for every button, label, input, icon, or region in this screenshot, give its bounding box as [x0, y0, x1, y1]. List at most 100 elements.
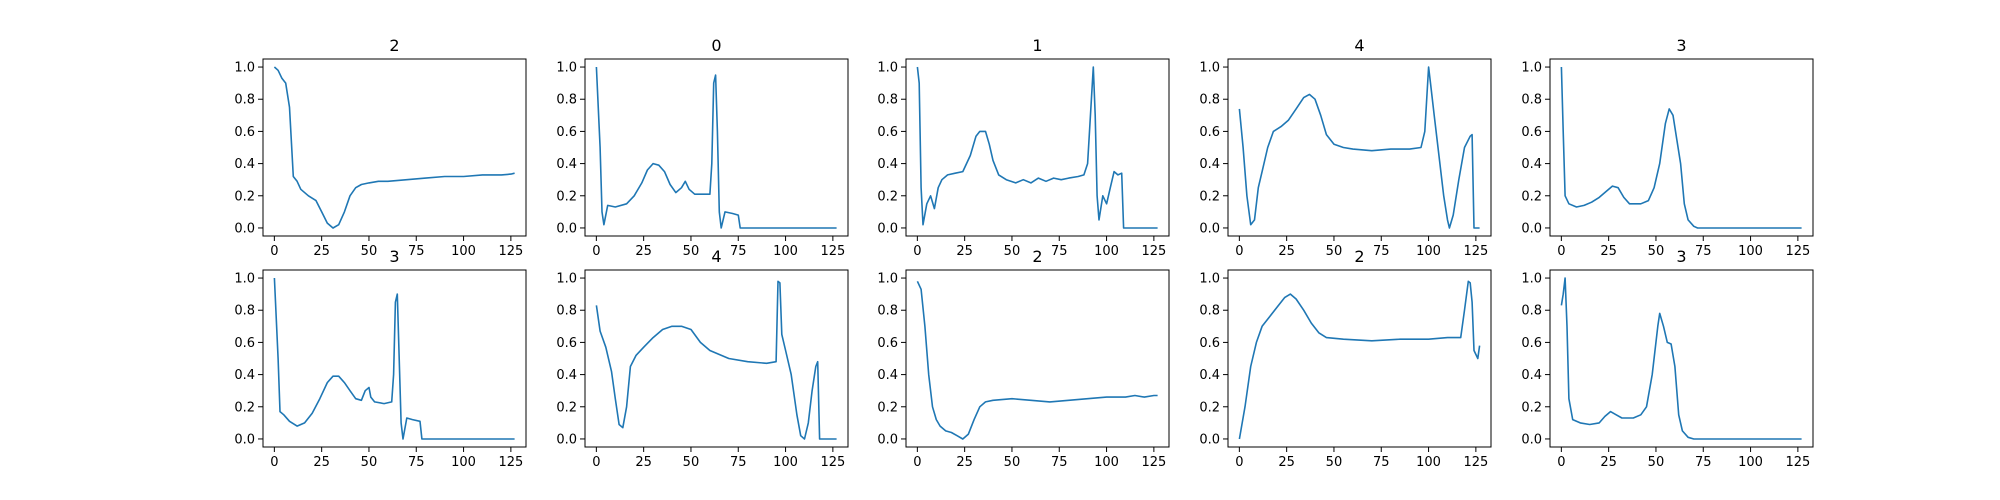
y-tick-label: 0.8: [877, 304, 898, 319]
x-tick-label: 100: [1416, 455, 1441, 470]
y-tick-label: 0.6: [1199, 336, 1220, 351]
subplot-title: 1: [1032, 36, 1042, 55]
y-tick-label: 0.6: [877, 125, 898, 140]
y-tick-label: 0.8: [1199, 304, 1220, 319]
subplot-5: 3 0 25 50 75 100 125 0.0 0.2 0.4 0.6 0.8 1.0: [1521, 36, 1814, 259]
y-tick-label: 0.4: [1199, 157, 1220, 172]
x-tick-label: 25: [956, 244, 973, 259]
subplot-title: 4: [711, 247, 721, 266]
axes-frame: [584, 58, 849, 237]
x-tick-label: 75: [1373, 455, 1390, 470]
y-tick-label: 0.6: [234, 125, 255, 140]
y-tick-label: 0.4: [556, 368, 577, 383]
x-tick-label: 100: [1738, 244, 1763, 259]
x-tick-label: 25: [313, 244, 330, 259]
y-tick-label: 0.2: [1521, 189, 1542, 204]
x-tick-label: 125: [498, 455, 523, 470]
y-tick-label: 0.2: [234, 400, 255, 415]
x-tick-label: 25: [1278, 244, 1295, 259]
x-tick-label: 100: [1738, 455, 1763, 470]
x-tick-label: 25: [635, 455, 652, 470]
y-tick-label: 0.6: [1199, 125, 1220, 140]
axes-frame: [1549, 269, 1814, 448]
x-tick-label: 25: [1600, 244, 1617, 259]
y-tick-label: 0.8: [556, 93, 577, 108]
y-tick-label: 0.8: [1199, 93, 1220, 108]
subplot-6: 3 0 25 50 75 100 125 0.0 0.2 0.4 0.6 0.8 1.0: [234, 247, 527, 470]
series-line: [273, 66, 515, 229]
x-tick-label: 0: [270, 455, 278, 470]
x-tick-label: 0: [592, 455, 600, 470]
x-tick-label: 100: [1416, 244, 1441, 259]
subplot-7: 4 0 25 50 75 100 125 0.0 0.2 0.4 0.6 0.8 1.0: [556, 247, 849, 470]
series-line: [916, 66, 1158, 229]
x-tick-label: 50: [1326, 455, 1343, 470]
y-tick-label: 0.6: [1521, 336, 1542, 351]
y-tick-label: 0.0: [234, 432, 255, 447]
series-line: [595, 280, 837, 440]
subplot-title: 3: [1676, 36, 1686, 55]
y-tick-label: 0.8: [234, 93, 255, 108]
axes-frame: [262, 58, 527, 237]
y-tick-label: 1.0: [234, 272, 255, 287]
x-tick-label: 100: [451, 455, 476, 470]
x-tick-label: 0: [592, 244, 600, 259]
axes-frame: [262, 269, 527, 448]
x-tick-label: 100: [773, 455, 798, 470]
x-tick-label: 0: [1235, 455, 1243, 470]
y-tick-label: 0.0: [556, 221, 577, 236]
x-tick-label: 25: [1600, 455, 1617, 470]
y-tick-label: 0.8: [1521, 93, 1542, 108]
x-tick-label: 125: [1785, 455, 1810, 470]
axes-frame: [1549, 58, 1814, 237]
y-tick-label: 0.2: [1199, 400, 1220, 415]
series-line: [595, 66, 837, 229]
x-tick-label: 125: [498, 244, 523, 259]
x-tick-label: 125: [1463, 455, 1488, 470]
y-tick-label: 0.2: [877, 189, 898, 204]
y-tick-label: 0.2: [234, 189, 255, 204]
y-tick-label: 1.0: [556, 272, 577, 287]
subplot-title: 2: [389, 36, 399, 55]
axes-frame: [1227, 269, 1492, 448]
x-tick-label: 75: [1695, 455, 1712, 470]
y-tick-label: 0.4: [1199, 368, 1220, 383]
x-tick-label: 100: [1094, 244, 1119, 259]
y-tick-label: 0.2: [556, 189, 577, 204]
y-tick-label: 0.0: [1521, 221, 1542, 236]
x-tick-label: 25: [956, 455, 973, 470]
y-tick-label: 1.0: [1199, 272, 1220, 287]
axes-frame: [905, 269, 1170, 448]
x-tick-label: 75: [1051, 244, 1068, 259]
x-tick-label: 0: [913, 455, 921, 470]
x-tick-label: 50: [1004, 455, 1021, 470]
y-tick-label: 0.8: [1521, 304, 1542, 319]
subplot-3: 1 0 25 50 75 100 125 0.0 0.2 0.4 0.6 0.8 1.0: [877, 36, 1170, 259]
x-tick-label: 50: [1648, 244, 1665, 259]
y-tick-label: 1.0: [877, 61, 898, 76]
x-tick-label: 75: [408, 455, 425, 470]
y-tick-label: 0.0: [556, 432, 577, 447]
y-tick-label: 0.0: [877, 432, 898, 447]
x-tick-label: 125: [1141, 455, 1166, 470]
x-tick-label: 125: [820, 455, 845, 470]
x-tick-label: 75: [1051, 455, 1068, 470]
x-tick-label: 75: [408, 244, 425, 259]
y-tick-label: 0.2: [1199, 189, 1220, 204]
y-tick-label: 1.0: [1199, 61, 1220, 76]
x-tick-label: 0: [270, 244, 278, 259]
y-tick-label: 0.8: [877, 93, 898, 108]
x-tick-label: 125: [1785, 244, 1810, 259]
x-tick-label: 100: [1094, 455, 1119, 470]
subplot-2: 0 0 25 50 75 100 125 0.0 0.2 0.4 0.6 0.8 1.0: [556, 36, 849, 259]
y-tick-label: 0.4: [1521, 368, 1542, 383]
axes-frame: [584, 269, 849, 448]
x-tick-label: 100: [451, 244, 476, 259]
subplot-title: 0: [711, 36, 721, 55]
x-tick-label: 125: [1463, 244, 1488, 259]
y-tick-label: 0.4: [1521, 157, 1542, 172]
subplot-4: 4 0 25 50 75 100 125 0.0 0.2 0.4 0.6 0.8 1.0: [1199, 36, 1492, 259]
subplot-title: 2: [1032, 247, 1042, 266]
y-tick-label: 0.0: [1199, 221, 1220, 236]
y-tick-label: 0.4: [234, 368, 255, 383]
